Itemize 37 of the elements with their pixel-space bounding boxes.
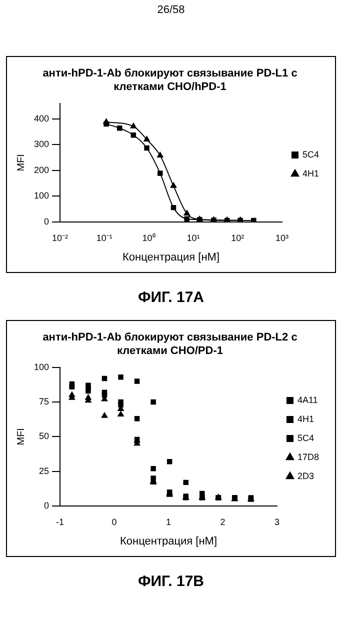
legend-label: 4H1 (302, 168, 320, 178)
x-axis-title: Концентрация [нМ] (122, 251, 220, 264)
x-tick-label: 2 (220, 516, 226, 527)
y-tick-label: 300 (34, 139, 50, 150)
y-axis-title: MFI (16, 154, 27, 172)
legend-label: 4H1 (297, 414, 314, 424)
chart-title: анти-hPD-1-Ab блокируют связывание PD-L1 с клетками CHO/hPD-1 (42, 68, 298, 93)
x-tick-label: 3 (274, 516, 280, 527)
x-tick-label: 10⁻¹ (96, 232, 112, 243)
y-tick-label: 100 (34, 362, 50, 372)
chart-title: анти-hPD-1-Ab блокируют связывание PD-L2 с клетками CHO/PD-1 (42, 332, 298, 357)
text: ФИГ. 17A (136, 289, 206, 306)
legend-label: 2D3 (297, 470, 314, 481)
legend-label: 17D8 (297, 452, 319, 462)
x-tick-label: 10⁻² (52, 232, 68, 243)
x-axis-title: Концентрация [нМ] (120, 535, 218, 548)
y-tick-label: 400 (34, 113, 50, 124)
y-axis-title: MFI (16, 428, 27, 446)
text: ФИГ. 17B (136, 573, 206, 590)
y-tick-label: 0 (44, 500, 50, 510)
y-tick-label: 200 (34, 164, 50, 175)
y-tick-label: 100 (34, 190, 50, 201)
legend-label: 5C4 (297, 432, 314, 443)
y-tick-label: 75 (39, 396, 50, 407)
x-tick-label: 10² (231, 232, 244, 243)
y-tick-label: 50 (39, 431, 50, 442)
x-tick-label: 1 (166, 516, 172, 527)
x-tick-label: 10⁰ (142, 232, 156, 243)
x-tick-label: 10¹ (186, 232, 200, 243)
legend-label: 5C4 (302, 149, 320, 160)
x-tick-label: 0 (112, 516, 117, 527)
legend-label: 4A11 (297, 394, 318, 405)
y-tick-label: 25 (39, 466, 50, 476)
x-tick-label: 10³ (275, 232, 288, 243)
y-tick-label: 0 (44, 216, 50, 226)
text: 26/58 (156, 4, 186, 16)
x-tick-label: -1 (56, 516, 64, 527)
